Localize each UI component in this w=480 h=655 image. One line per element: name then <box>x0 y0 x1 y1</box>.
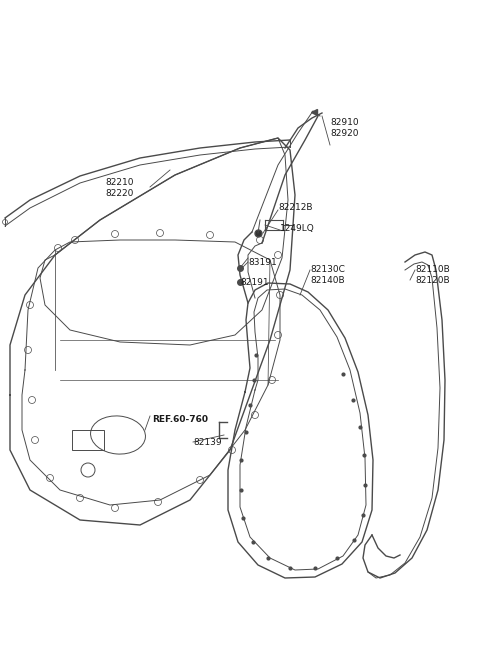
Text: 82910
82920: 82910 82920 <box>330 118 359 138</box>
Text: 1249LQ: 1249LQ <box>280 224 315 233</box>
Text: 82210
82220: 82210 82220 <box>105 178 133 198</box>
Text: 82130C
82140B: 82130C 82140B <box>310 265 345 285</box>
Text: REF.60-760: REF.60-760 <box>152 415 208 424</box>
Text: 82212B: 82212B <box>278 203 312 212</box>
Text: 82110B
82120B: 82110B 82120B <box>415 265 450 285</box>
Text: 83191: 83191 <box>248 258 277 267</box>
Text: 82191: 82191 <box>240 278 269 287</box>
Text: 82139: 82139 <box>193 438 222 447</box>
